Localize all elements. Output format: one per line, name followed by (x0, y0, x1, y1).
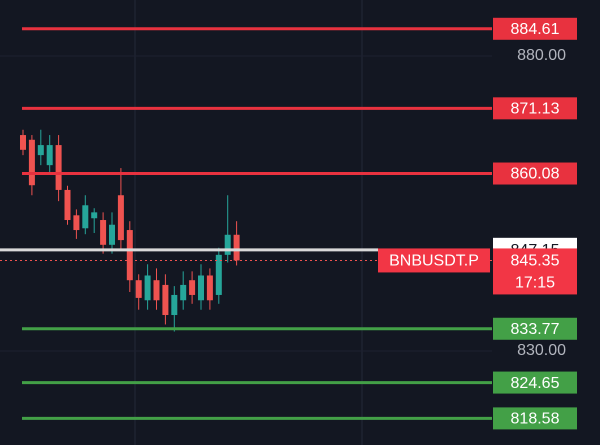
candle-body (109, 224, 115, 245)
level-label: 818.58 (511, 411, 560, 428)
level-label-box (493, 17, 577, 40)
mark-price-box (493, 248, 577, 295)
candle-body (64, 189, 71, 221)
candle-body (215, 254, 222, 295)
level-label-box (493, 407, 577, 430)
candle-body (144, 275, 151, 301)
candle-body (20, 135, 26, 150)
candle-body (91, 212, 98, 219)
level-label-box (493, 317, 577, 340)
candle-body (73, 215, 80, 231)
level-label: 824.65 (511, 375, 560, 392)
level-label-box (493, 97, 577, 120)
candle-body (100, 220, 107, 245)
candle-body (153, 280, 160, 301)
candle-body (198, 275, 204, 301)
symbol-label: BNBUSDT.P (389, 253, 479, 270)
level-label: 860.08 (511, 166, 560, 183)
candle-body (171, 294, 178, 316)
level-label-box (493, 371, 577, 394)
level-label: 871.13 (511, 101, 560, 118)
candle-body (180, 284, 187, 301)
candle-body (46, 145, 53, 166)
candle-body (189, 280, 196, 295)
candle-body (135, 280, 142, 298)
candle-body (206, 275, 213, 301)
candle-body (126, 230, 133, 281)
y-tick-label: 830.00 (517, 342, 566, 359)
candle-body (162, 284, 169, 316)
symbol-box (378, 248, 490, 273)
candle-body (55, 145, 62, 190)
candle-body (28, 139, 35, 186)
level-label: 884.61 (511, 21, 560, 38)
candle-body (117, 195, 124, 241)
level-label-box (493, 162, 577, 185)
level-label: 833.77 (511, 321, 560, 338)
countdown-label: 17:15 (515, 275, 555, 292)
candle-body (224, 234, 231, 255)
candle-body (37, 145, 44, 156)
y-tick-label: 880.00 (517, 47, 566, 64)
candle-body (233, 234, 240, 261)
candle-body (82, 205, 89, 229)
mark-price-label: 845.35 (511, 253, 560, 270)
